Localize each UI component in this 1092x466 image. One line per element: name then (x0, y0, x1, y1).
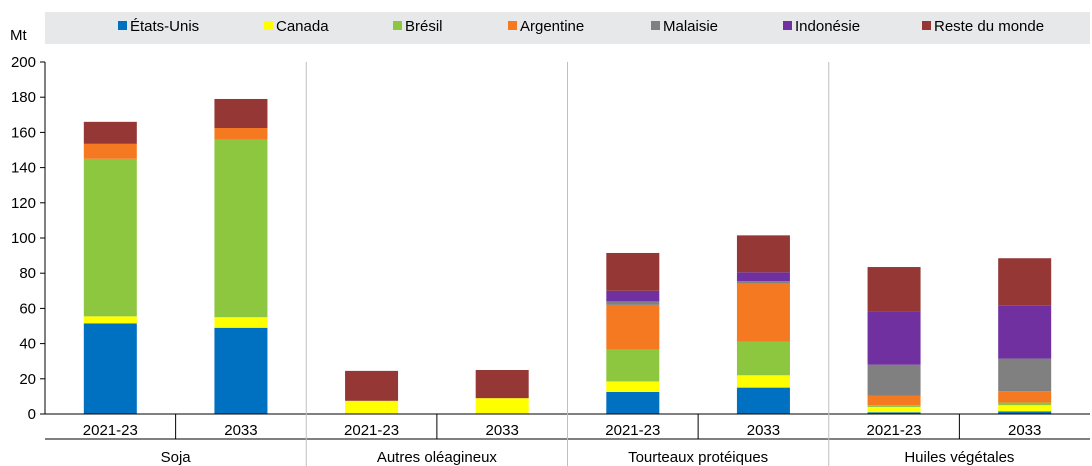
legend-background (45, 12, 1090, 44)
y-tick-label: 80 (19, 265, 36, 282)
y-tick-label: 60 (19, 300, 36, 317)
legend-swatch-indonesie (783, 21, 792, 30)
y-tick-label: 200 (11, 54, 36, 71)
y-tick-label: 20 (19, 371, 36, 388)
bar-segment-reste-du-monde (867, 267, 921, 312)
bar-segment-reste-du-monde (345, 370, 399, 401)
legend-swatch-malaisie (651, 21, 660, 30)
bar-segment-indonesie (606, 290, 660, 302)
bar-segment-argentine (998, 391, 1052, 403)
bar-segment-etats-unis (736, 387, 790, 414)
bar-segment-reste-du-monde (83, 121, 137, 144)
bar-segment-argentine (867, 395, 921, 406)
bar-segment-canada (736, 375, 790, 388)
y-tick-label: 120 (11, 195, 36, 212)
bar-segment-malaisie (867, 364, 921, 396)
bar-segment-etats-unis (867, 412, 921, 414)
bar-segment-bresil (998, 402, 1052, 406)
group-label-soja: Soja (161, 449, 192, 466)
bar-segment-etats-unis (998, 411, 1052, 414)
y-axis-unit: Mt (10, 27, 27, 44)
bar-segment-indonesie (998, 305, 1052, 359)
bar-segment-argentine (606, 304, 660, 350)
bar-segment-argentine (736, 283, 790, 342)
x-tick-label: 2033 (486, 422, 519, 439)
y-axis: 0 20 40 60 80 100 120 140 160 180 200 (11, 54, 46, 423)
x-tick-label: 2033 (747, 422, 780, 439)
bar-segment-reste-du-monde (606, 252, 660, 291)
bar-segment-indonesie (867, 311, 921, 365)
bar-segment-reste-du-monde (475, 370, 529, 399)
legend-swatch-reste-du-monde (922, 21, 931, 30)
bar-segment-bresil (867, 405, 921, 407)
x-tick-label: 2033 (224, 422, 257, 439)
bar-segment-etats-unis (83, 323, 137, 414)
y-tick-label: 180 (11, 89, 36, 106)
y-tick-label: 140 (11, 160, 36, 177)
x-tick-label: 2021-23 (344, 422, 399, 439)
legend-label-etats-unis: États-Unis (130, 18, 199, 35)
group-label-tourteaux-proteiques: Tourteaux protéiques (628, 449, 768, 466)
bar-segment-canada (214, 317, 268, 328)
group-label-huiles-vegetales: Huiles végétales (904, 449, 1014, 466)
bar-segment-canada (83, 316, 137, 324)
bar-segment-argentine (83, 143, 137, 159)
y-tick-label: 160 (11, 124, 36, 141)
legend-label-malaisie: Malaisie (663, 18, 718, 35)
bar-segment-reste-du-monde (998, 258, 1052, 306)
bar-segment-indonesie (736, 272, 790, 282)
legend-label-bresil: Brésil (405, 18, 443, 35)
x-tick-label: 2033 (1008, 422, 1041, 439)
legend-swatch-argentine (508, 21, 517, 30)
x-tick-label: 2021-23 (83, 422, 138, 439)
bar-segment-malaisie (606, 301, 660, 305)
bar-segment-reste-du-monde (214, 98, 268, 128)
bar-segment-canada (606, 381, 660, 392)
legend-label-canada: Canada (276, 18, 329, 35)
bar-segment-canada (867, 406, 921, 413)
group-label-autres-oleagineux: Autres oléagineux (377, 449, 498, 466)
y-tick-label: 40 (19, 336, 36, 353)
bar-segment-bresil (214, 139, 268, 318)
x-tick-label: 2021-23 (605, 422, 660, 439)
legend-label-argentine: Argentine (520, 18, 584, 35)
bar-segment-bresil (606, 349, 660, 382)
bar-segment-reste-du-monde (736, 235, 790, 273)
bar-segment-malaisie (736, 281, 790, 284)
legend-label-reste-du-monde: Reste du monde (934, 18, 1044, 35)
bar-segment-etats-unis (606, 392, 660, 414)
legend-swatch-etats-unis (118, 21, 127, 30)
legend: États-Unis Canada Brésil Argentine Malaisie I… (118, 18, 1044, 35)
bar-segment-bresil (736, 341, 790, 376)
legend-swatch-bresil (393, 21, 402, 30)
bar-segment-canada (345, 400, 399, 414)
bars (83, 98, 1052, 414)
legend-label-indonesie: Indonésie (795, 18, 860, 35)
x-axis: Soja 2021-23 2033 Autres oléagineux 2021-23 2… (45, 62, 1090, 466)
x-tick-label: 2021-23 (867, 422, 922, 439)
bar-segment-argentine (214, 128, 268, 140)
y-tick-label: 100 (11, 230, 36, 247)
y-tick-label: 0 (28, 406, 36, 423)
legend-swatch-canada (264, 21, 273, 30)
bar-segment-malaisie (998, 358, 1052, 392)
bar-segment-bresil (83, 158, 137, 317)
bar-segment-canada (475, 398, 529, 414)
bar-segment-canada (998, 405, 1052, 412)
bar-segment-etats-unis (214, 327, 268, 414)
